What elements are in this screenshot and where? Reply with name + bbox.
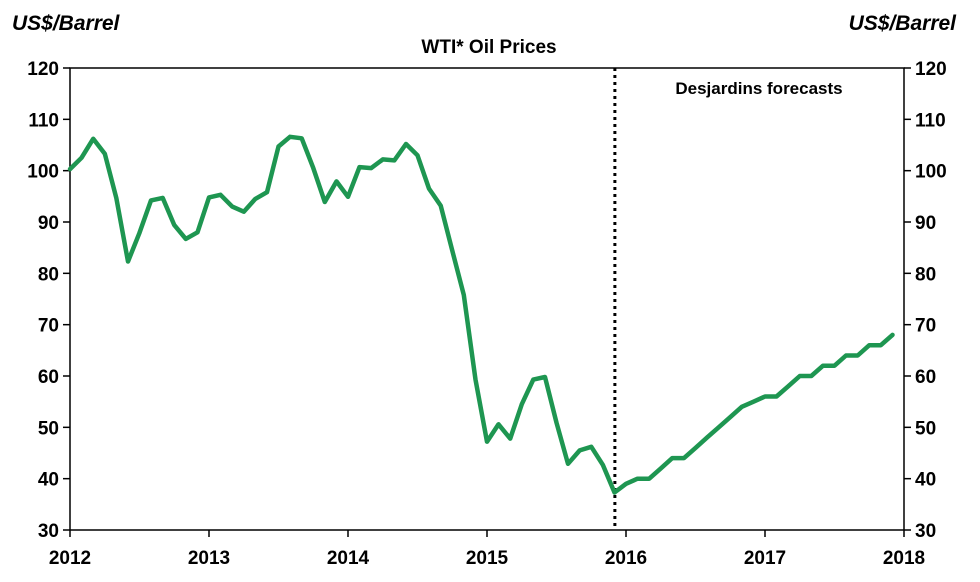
plot-area-frame: [69, 67, 905, 531]
y-tick-label-left: 100: [27, 162, 59, 183]
chart-title: WTI* Oil Prices: [421, 37, 556, 58]
y-tick-label-right: 100: [915, 162, 947, 183]
x-tick-label: 2013: [188, 548, 230, 569]
y-tick-label-right: 40: [915, 470, 936, 491]
y-axis-unit-right: US$/Barrel: [849, 12, 958, 35]
y-tick-label-left: 50: [38, 418, 59, 439]
axis-ticks: 30 30 40 40 50 50 60 60 70 70 80 80 90 90 100 100 110 110…: [27, 59, 946, 569]
x-tick-label: 2018: [883, 548, 925, 569]
y-tick-label-left: 30: [38, 521, 59, 542]
x-tick-label: 2014: [327, 548, 370, 569]
x-tick-label: 2015: [466, 548, 509, 569]
y-tick-label-right: 60: [915, 367, 936, 388]
x-tick-label: 2017: [744, 548, 786, 569]
forecast-annotation: Desjardins forecasts: [675, 79, 842, 98]
y-tick-label-right: 50: [915, 418, 936, 439]
x-tick-label: 2016: [605, 548, 647, 569]
y-tick-label-left: 90: [38, 213, 59, 234]
y-tick-label-right: 70: [915, 316, 936, 337]
y-axis-unit-left: US$/Barrel: [12, 12, 121, 35]
y-tick-label-left: 110: [28, 110, 59, 131]
y-tick-label-right: 30: [915, 521, 936, 542]
y-tick-label-right: 110: [915, 110, 946, 131]
y-tick-label-right: 80: [915, 264, 936, 285]
y-tick-label-left: 80: [38, 264, 59, 285]
wti-price-series-line: [67, 134, 895, 495]
y-tick-label-right: 90: [915, 213, 936, 234]
y-tick-label-left: 60: [38, 367, 59, 388]
y-tick-label-right: 120: [915, 59, 947, 80]
y-tick-label-left: 40: [38, 470, 59, 491]
x-tick-label: 2012: [49, 548, 91, 569]
y-tick-label-left: 120: [27, 59, 59, 80]
y-tick-label-left: 70: [38, 316, 59, 337]
